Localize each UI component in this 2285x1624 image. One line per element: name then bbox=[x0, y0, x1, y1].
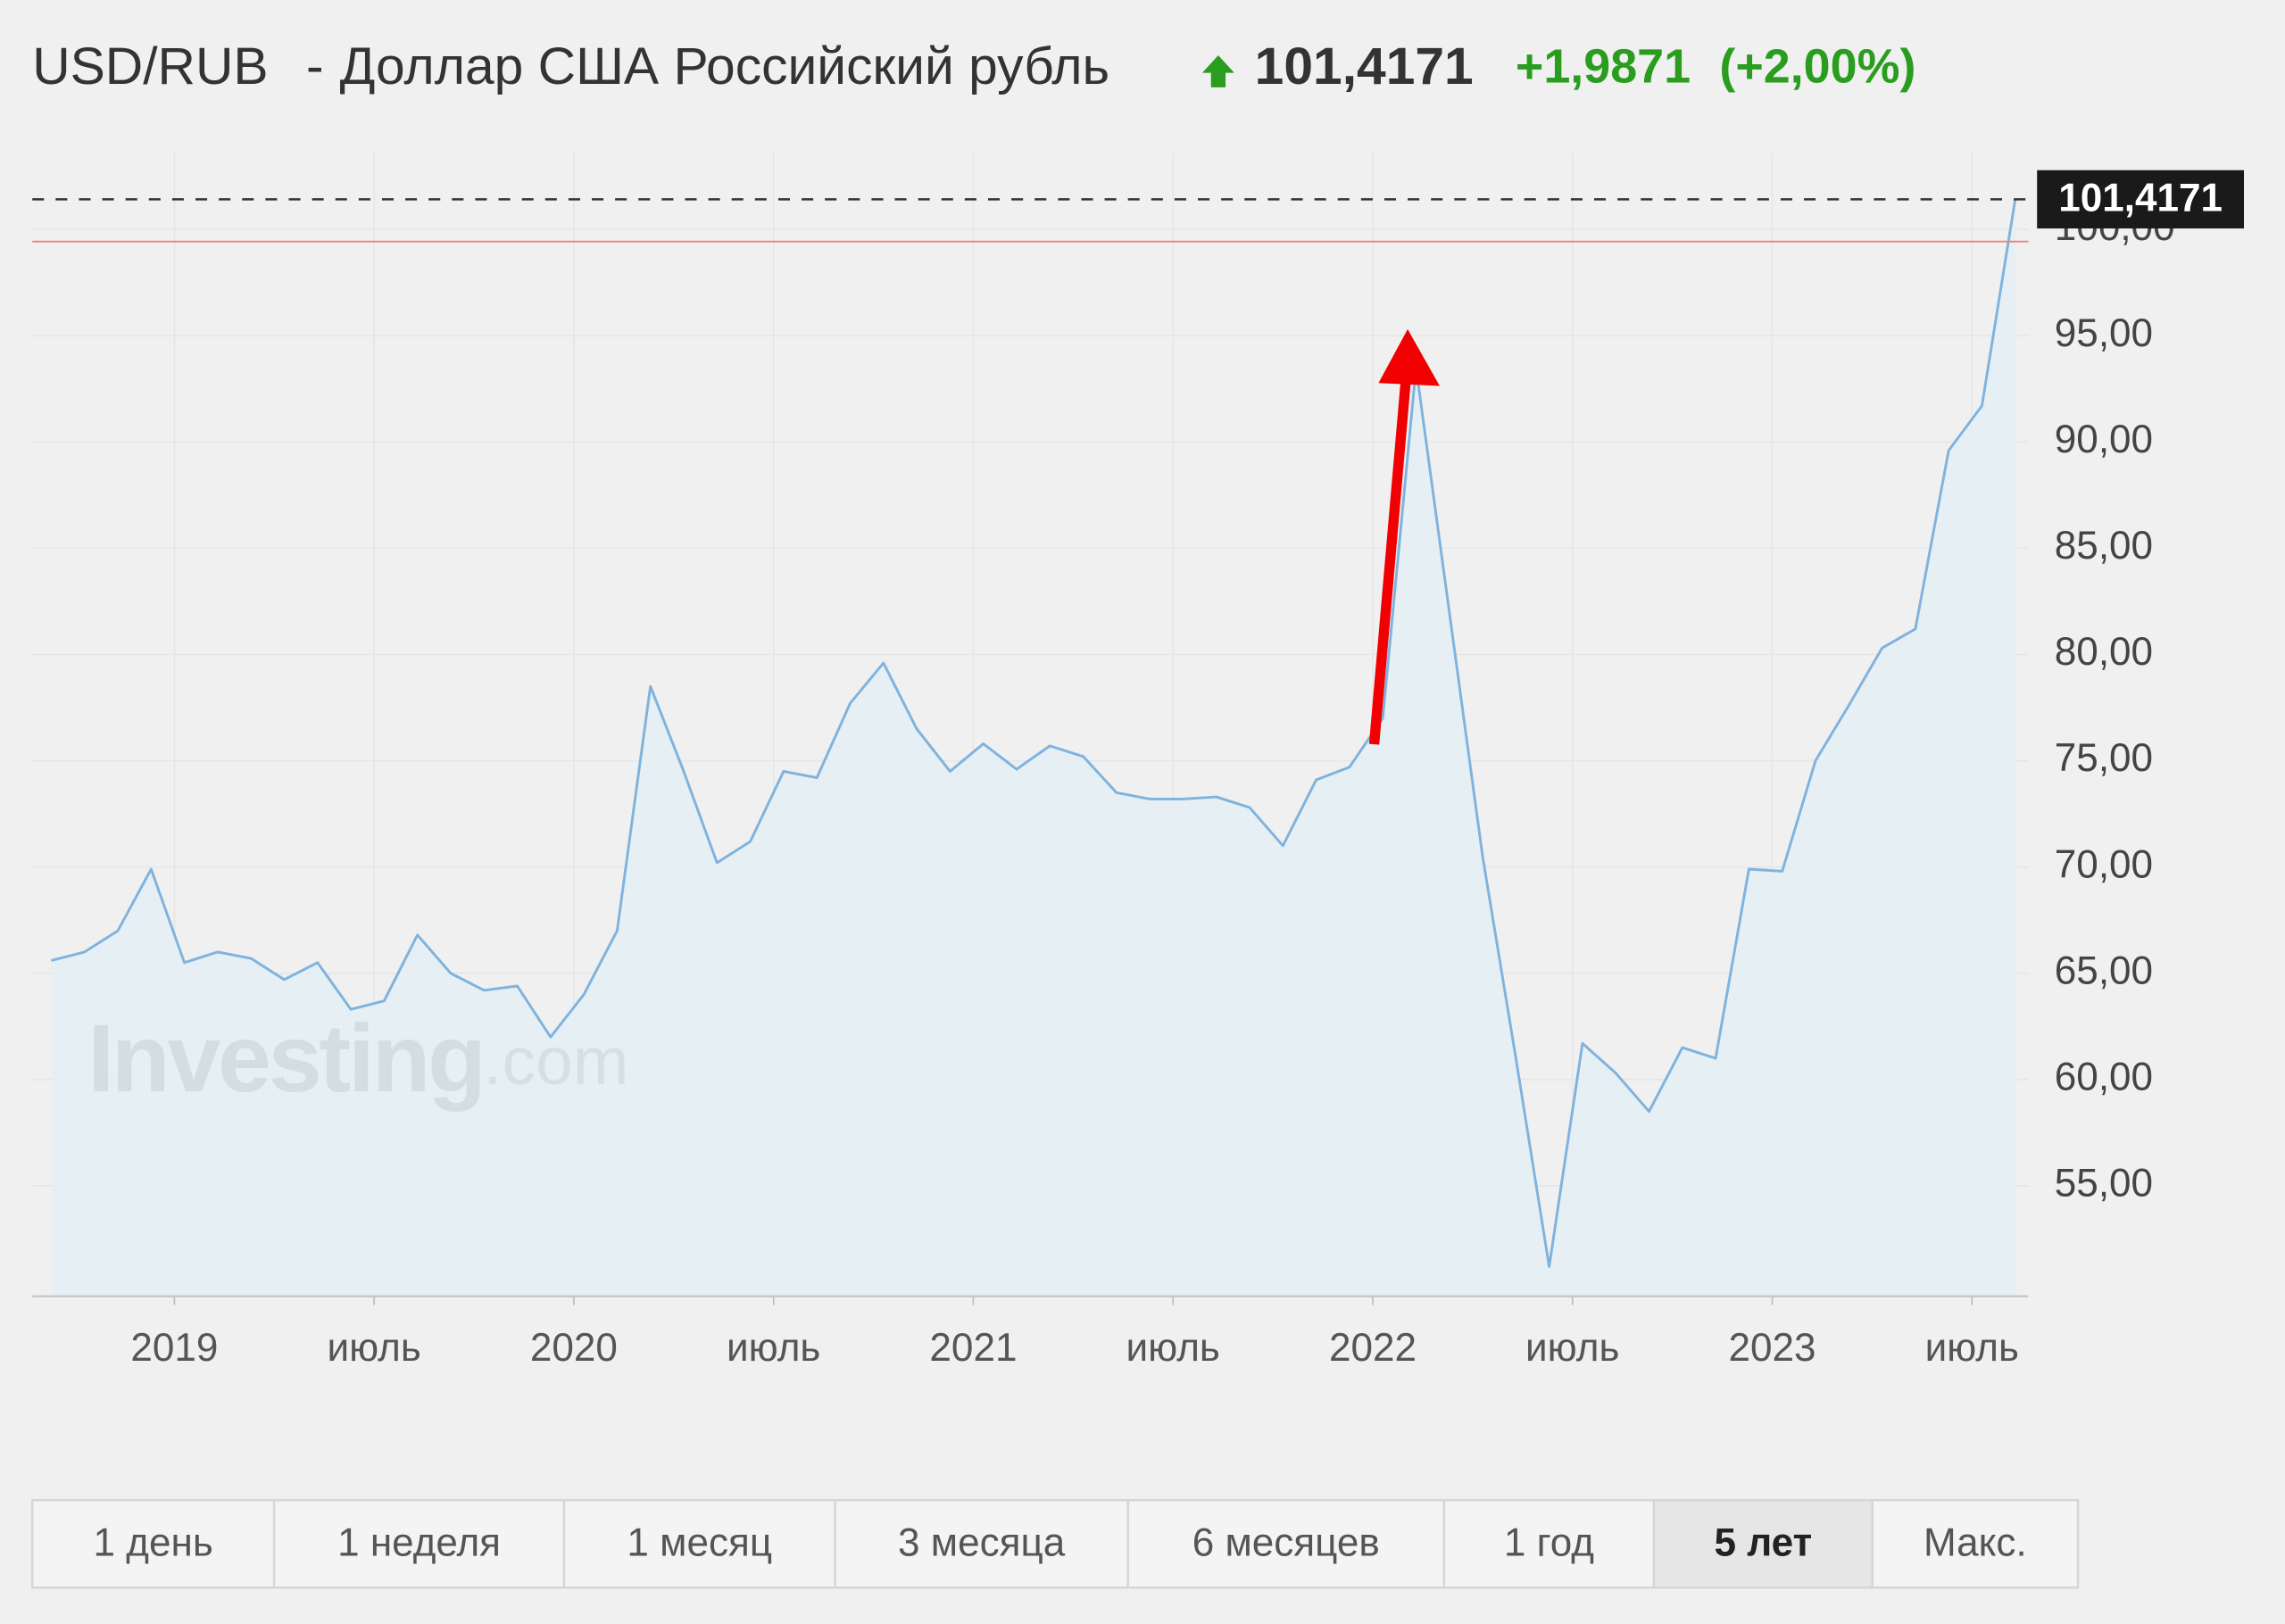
x-tick-label: 2023 bbox=[1728, 1326, 1816, 1370]
x-tick-label: 2020 bbox=[530, 1326, 618, 1370]
range-button-label[interactable]: 3 месяца bbox=[898, 1520, 1066, 1564]
price: 101,4171 bbox=[1255, 37, 1474, 95]
y-tick-label: 85,00 bbox=[2055, 524, 2153, 568]
x-tick-label: 2021 bbox=[929, 1326, 1017, 1370]
range-button-label[interactable]: 1 неделя bbox=[337, 1520, 501, 1564]
range-button-label[interactable]: 6 месяцев bbox=[1192, 1520, 1380, 1564]
x-tick-label: июль bbox=[1925, 1326, 2019, 1370]
range-button-label[interactable]: 1 день bbox=[94, 1520, 213, 1564]
y-tick-label: 75,00 bbox=[2055, 736, 2153, 780]
range-button[interactable] bbox=[1442, 1499, 1656, 1589]
y-tick-label: 55,00 bbox=[2055, 1162, 2153, 1206]
current-value-tag bbox=[2037, 170, 2245, 229]
x-tick-label: 2019 bbox=[130, 1326, 218, 1370]
separator: - bbox=[306, 37, 324, 95]
y-tick-label: 90,00 bbox=[2055, 418, 2153, 461]
x-tick-label: июль bbox=[727, 1326, 820, 1370]
y-tick-label: 65,00 bbox=[2055, 949, 2153, 992]
annotation-arrow-shaft bbox=[1368, 375, 1412, 745]
range-button[interactable] bbox=[834, 1499, 1129, 1589]
range-button-label[interactable]: Макс. bbox=[1924, 1520, 2027, 1564]
range-button[interactable] bbox=[562, 1499, 836, 1589]
y-tick-label: 95,00 bbox=[2055, 311, 2153, 355]
range-button[interactable] bbox=[1652, 1499, 1874, 1589]
pair-symbol: USD/RUB bbox=[32, 37, 268, 95]
y-tick-label: 70,00 bbox=[2055, 842, 2153, 886]
range-button[interactable] bbox=[1126, 1499, 1446, 1589]
range-button[interactable] bbox=[1871, 1499, 2080, 1589]
x-tick-label: 2022 bbox=[1329, 1326, 1417, 1370]
price-line bbox=[51, 199, 2017, 1268]
change-percent: (+2,00%) bbox=[1719, 40, 1915, 94]
x-tick-label: июль bbox=[327, 1326, 420, 1370]
y-tick-label: 60,00 bbox=[2055, 1055, 2153, 1098]
range-button-label[interactable]: 1 месяц bbox=[627, 1520, 772, 1564]
up-arrow-icon bbox=[1201, 55, 1234, 87]
y-tick-label: 80,00 bbox=[2055, 630, 2153, 674]
annotation-arrow-head bbox=[1378, 328, 1440, 386]
x-tick-label: июль bbox=[1525, 1326, 1619, 1370]
range-button-label[interactable]: 1 год bbox=[1504, 1520, 1594, 1564]
range-buttons: 1 день 1 неделя 1 месяц 3 месяца 6 месяцев 1 … bbox=[30, 1499, 2080, 1589]
pair-name: Доллар США Российский рубль bbox=[340, 37, 1110, 95]
current-value-label: 101,4171 bbox=[2058, 177, 2223, 220]
range-button[interactable] bbox=[30, 1499, 276, 1589]
range-button-label[interactable]: 5 лет bbox=[1715, 1520, 1813, 1564]
change: +1,9871 bbox=[1516, 40, 1691, 94]
area-fill bbox=[51, 199, 2015, 1297]
x-tick-label: июль bbox=[1126, 1326, 1220, 1370]
plot: 55,00 60,00 65,00 70,00 75,00 80,00 85,00 90,00… bbox=[32, 153, 2245, 1370]
